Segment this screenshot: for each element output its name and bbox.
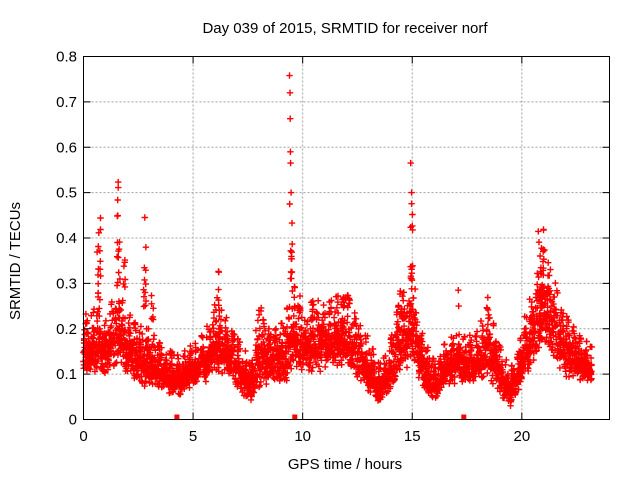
event-square-marker — [292, 414, 298, 420]
y-tick-label: 0.7 — [56, 94, 77, 111]
x-tick-label: 10 — [294, 428, 311, 445]
y-axis-label: SRMTID / TECUs — [7, 202, 24, 320]
y-tick-label: 0.8 — [56, 49, 77, 66]
y-tick-label: 0.6 — [56, 139, 77, 156]
x-tick-label: 5 — [189, 428, 197, 445]
y-tick-label: 0.2 — [56, 321, 77, 338]
y-tick-label: 0 — [69, 412, 77, 429]
y-tick-label: 0.1 — [56, 366, 77, 383]
x-tick-label: 20 — [513, 428, 530, 445]
y-tick-label: 0.4 — [56, 230, 77, 247]
chart-title: Day 039 of 2015, SRMTID for receiver nor… — [202, 20, 488, 37]
x-tick-label: 0 — [79, 428, 87, 445]
x-axis-label: GPS time / hours — [288, 456, 402, 473]
y-tick-label: 0.3 — [56, 275, 77, 292]
event-square-marker — [461, 414, 467, 420]
y-tick-label: 0.5 — [56, 185, 77, 202]
grid-lines — [83, 56, 610, 420]
event-square-marker — [174, 414, 180, 420]
axis-tick-marks — [83, 56, 610, 420]
x-tick-label: 15 — [404, 428, 421, 445]
axis-tick-labels: 0 5 10 15 20 0 0.1 0.2 0.3 0.4 0.5 0.6 0.7 0.8 — [56, 49, 530, 446]
event-square-markers — [174, 414, 467, 420]
